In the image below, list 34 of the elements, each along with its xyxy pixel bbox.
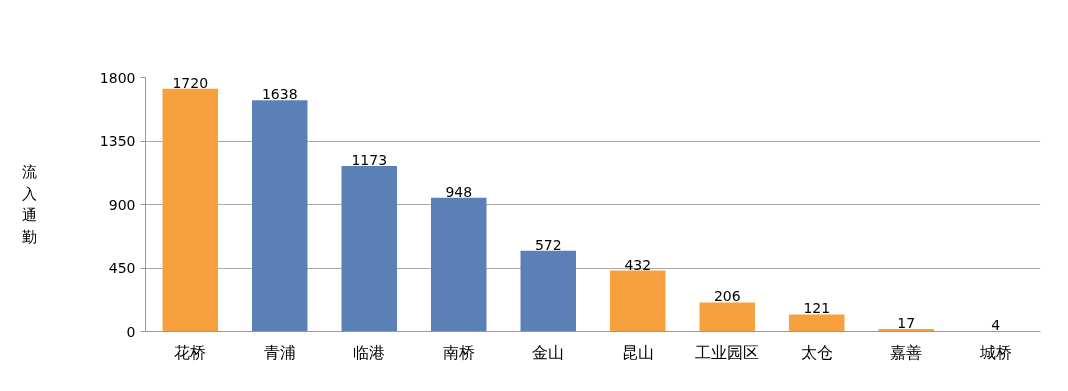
x-tick-label: 城桥	[978, 342, 1012, 362]
data-label: 1638	[261, 86, 298, 103]
data-label: 572	[534, 236, 562, 253]
data-label: 206	[713, 288, 741, 305]
data-label: 1720	[172, 74, 209, 91]
bar	[341, 165, 397, 332]
bar	[610, 270, 666, 332]
data-label: 1173	[351, 151, 388, 168]
x-tick-label: 临港	[353, 342, 386, 362]
data-label: 17	[897, 315, 916, 332]
x-tick-label: 昆山	[621, 342, 654, 362]
bar	[699, 302, 755, 332]
data-label: 948	[445, 183, 473, 200]
x-tick-label: 青浦	[263, 342, 296, 362]
x-tick-label: 工业园区	[695, 342, 760, 362]
x-tick-label: 太仓	[800, 342, 833, 362]
y-axis-title: 流入通勤	[21, 163, 37, 246]
x-tick-label: 南桥	[442, 342, 475, 362]
y-tick-label: 900	[108, 196, 136, 213]
data-label: 432	[624, 256, 652, 273]
y-tick-label: 1800	[99, 69, 136, 86]
data-label: 4	[991, 316, 1001, 333]
data-label: 121	[803, 300, 831, 317]
x-tick-label: 嘉善	[890, 342, 923, 362]
x-tick-label: 花桥	[174, 342, 207, 362]
bar	[162, 88, 218, 332]
y-tick-label: 450	[108, 260, 136, 276]
bar	[252, 100, 308, 332]
x-tick-label: 金山	[532, 342, 565, 362]
bar	[520, 250, 576, 332]
bar	[789, 314, 845, 332]
y-tick-label: 0	[126, 323, 136, 340]
y-tick-label: 1350	[99, 133, 136, 149]
bar	[431, 197, 487, 332]
